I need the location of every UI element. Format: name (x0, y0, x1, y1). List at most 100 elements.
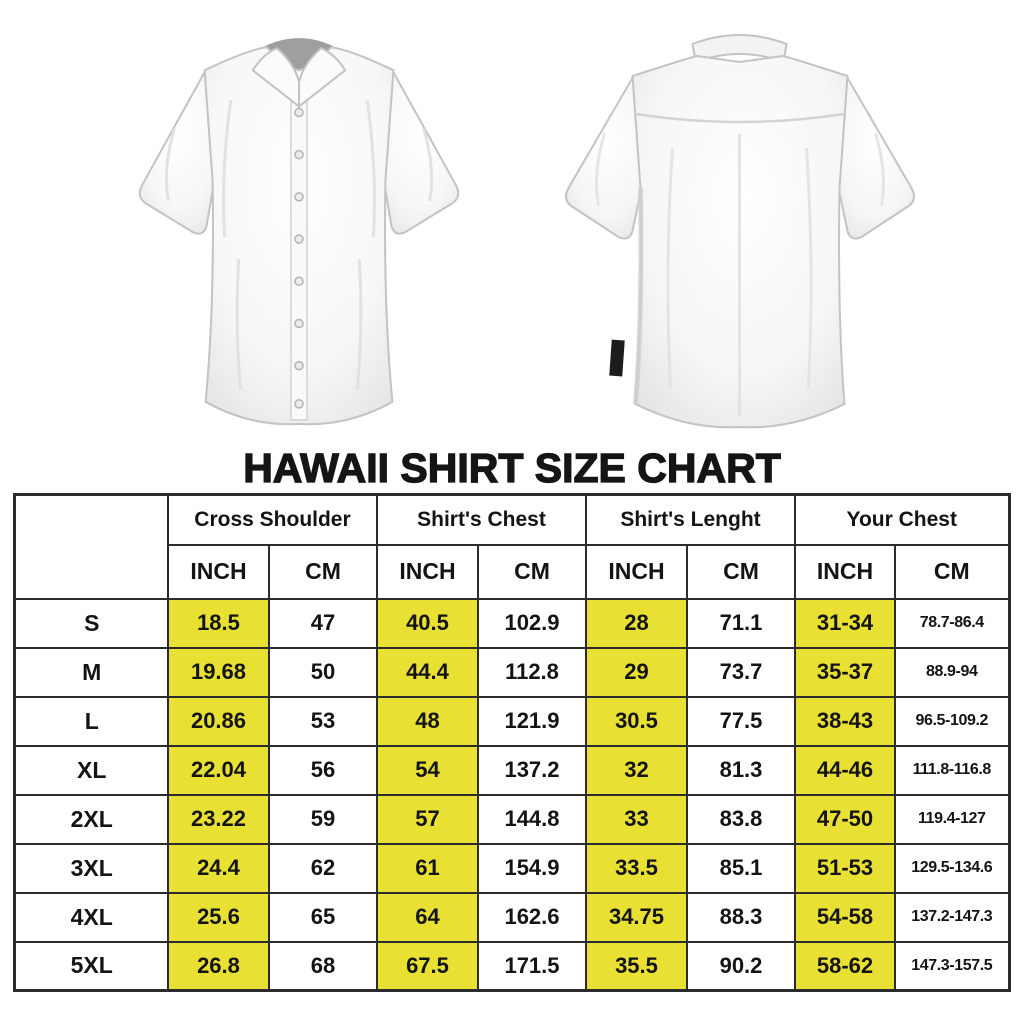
unit-header-row: INCH CM INCH CM INCH CM INCH CM (15, 543, 1010, 600)
value-cell-cm: 78.7-86.4 (894, 597, 1010, 649)
value-cell-inch: 35.5 (584, 940, 688, 992)
group-header-row: Cross Shoulder Shirt's Chest Shirt's Len… (13, 493, 1010, 600)
value-cell-cm: 171.5 (476, 940, 587, 992)
unit-header-cm: CM (476, 543, 587, 600)
value-cell-inch: 67.5 (375, 940, 479, 992)
value-cell-inch: 47-50 (794, 793, 896, 845)
value-cell-inch: 30.5 (584, 695, 688, 747)
value-cell-inch: 20.86 (166, 695, 270, 747)
value-cell-inch: 31-34 (794, 597, 896, 649)
value-cell-inch: 19.68 (166, 646, 270, 698)
unit-header-cm: CM (685, 543, 797, 600)
value-cell-inch: 33.5 (584, 842, 688, 894)
value-cell-cm: 50 (267, 646, 378, 698)
value-cell-inch: 22.04 (166, 744, 270, 796)
back-right-sleeve (832, 75, 915, 240)
size-cell: S (13, 597, 169, 649)
value-cell-cm: 56 (267, 744, 378, 796)
shirt-front-image (138, 38, 460, 426)
unit-header-inch: INCH (166, 543, 270, 600)
back-left-sleeve (565, 75, 648, 240)
shirt-images (0, 0, 1024, 446)
table-row: M 19.68 50 44.4 112.8 29 73.7 35-37 88.9… (13, 646, 1010, 698)
value-cell-inch: 51-53 (794, 842, 896, 894)
size-cell: 3XL (13, 842, 169, 894)
value-cell-inch: 23.22 (166, 793, 270, 845)
table-row: 3XL 24.4 62 61 154.9 33.5 85.1 51-53 129… (13, 842, 1010, 894)
value-cell-cm: 88.9-94 (894, 646, 1010, 698)
value-cell-cm: 83.8 (685, 793, 797, 845)
value-cell-cm: 119.4-127 (894, 793, 1010, 845)
back-yoke-seam (636, 112, 844, 124)
value-cell-inch: 26.8 (166, 940, 270, 992)
back-fold-lines (595, 132, 885, 416)
value-cell-cm: 144.8 (476, 793, 587, 845)
group-header-shirts-lenght: Shirt's Lenght (584, 493, 797, 546)
front-collar-left (251, 47, 301, 109)
table-row: 2XL 23.22 59 57 144.8 33 83.8 47-50 119.… (13, 793, 1010, 845)
value-cell-inch: 24.4 (166, 842, 270, 894)
front-left-sleeve (138, 69, 220, 235)
value-cell-cm: 154.9 (476, 842, 587, 894)
value-cell-inch: 29 (584, 646, 688, 698)
table-row: 5XL 26.8 68 67.5 171.5 35.5 90.2 58-62 1… (13, 940, 1010, 992)
table-row: L 20.86 53 48 121.9 30.5 77.5 38-43 96.5… (13, 695, 1010, 747)
group-header-cross-shoulder: Cross Shoulder (166, 493, 378, 546)
size-cell: L (13, 695, 169, 747)
shirt-back-image (565, 34, 915, 429)
value-cell-cm: 59 (267, 793, 378, 845)
table-row: S 18.5 47 40.5 102.9 28 71.1 31-34 78.7-… (13, 597, 1010, 649)
value-cell-inch: 18.5 (166, 597, 270, 649)
value-cell-cm: 53 (267, 695, 378, 747)
table-row: XL 22.04 56 54 137.2 32 81.3 44-46 111.8… (13, 744, 1010, 796)
value-cell-cm: 88.3 (685, 891, 797, 943)
value-cell-inch: 57 (375, 793, 479, 845)
value-cell-cm: 77.5 (685, 695, 797, 747)
group-header-shirts-chest: Shirt's Chest (375, 493, 587, 546)
value-cell-inch: 40.5 (375, 597, 479, 649)
value-cell-cm: 137.2 (476, 744, 587, 796)
value-cell-inch: 33 (584, 793, 688, 845)
value-cell-cm: 73.7 (685, 646, 797, 698)
size-cell: M (13, 646, 169, 698)
size-cell: 4XL (13, 891, 169, 943)
unit-header-cm: CM (894, 543, 1010, 600)
value-cell-inch: 28 (584, 597, 688, 649)
value-cell-cm: 71.1 (685, 597, 797, 649)
value-cell-cm: 112.8 (476, 646, 587, 698)
value-cell-cm: 147.3-157.5 (894, 940, 1010, 992)
value-cell-cm: 90.2 (685, 940, 797, 992)
value-cell-inch: 58-62 (794, 940, 896, 992)
front-fold-lines (164, 100, 434, 390)
value-cell-cm: 121.9 (476, 695, 587, 747)
value-cell-cm: 62 (267, 842, 378, 894)
value-cell-inch: 54 (375, 744, 479, 796)
value-cell-inch: 64 (375, 891, 479, 943)
size-table: Cross Shoulder Shirt's Chest Shirt's Len… (13, 493, 1011, 992)
value-cell-inch: 54-58 (794, 891, 896, 943)
back-side-shadow (633, 187, 644, 405)
size-chart-page: HAWAII SHIRT SIZE CHART Cross Shoulder S… (0, 0, 1024, 992)
value-cell-cm: 111.8-116.8 (894, 744, 1010, 796)
page-title: HAWAII SHIRT SIZE CHART (243, 445, 782, 491)
unit-header-inch: INCH (584, 543, 688, 600)
size-cell: XL (13, 744, 169, 796)
value-cell-cm: 85.1 (685, 842, 797, 894)
size-cell: 2XL (13, 793, 169, 845)
value-cell-inch: 38-43 (794, 695, 896, 747)
value-cell-inch: 44.4 (375, 646, 479, 698)
value-cell-inch: 44-46 (794, 744, 896, 796)
table-row: 4XL 25.6 65 64 162.6 34.75 88.3 54-58 13… (13, 891, 1010, 943)
value-cell-cm: 137.2-147.3 (894, 891, 1010, 943)
front-right-sleeve (378, 69, 460, 235)
value-cell-cm: 102.9 (476, 597, 587, 649)
value-cell-inch: 25.6 (166, 891, 270, 943)
value-cell-cm: 68 (267, 940, 378, 992)
value-cell-cm: 129.5-134.6 (894, 842, 1010, 894)
unit-header-inch: INCH (794, 543, 896, 600)
unit-header-inch: INCH (375, 543, 479, 600)
front-buttons (294, 107, 304, 409)
value-cell-inch: 48 (375, 695, 479, 747)
value-cell-cm: 81.3 (685, 744, 797, 796)
back-hem-tag (609, 339, 625, 377)
